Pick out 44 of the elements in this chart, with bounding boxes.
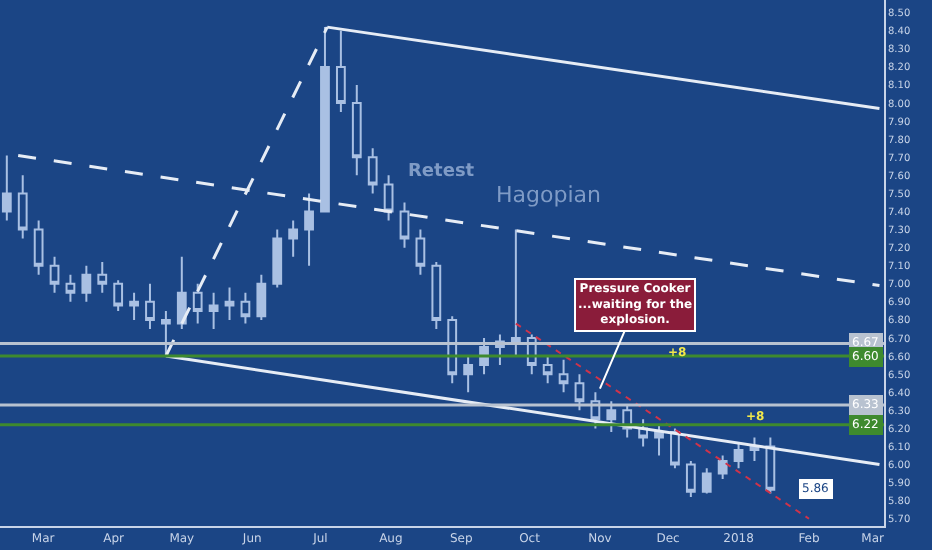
candlestick <box>701 467 712 495</box>
candlestick <box>240 291 251 325</box>
candlestick <box>176 255 187 330</box>
candlestick <box>606 400 617 433</box>
candlestick <box>351 83 362 177</box>
candlestick <box>208 291 219 330</box>
candlestick <box>17 174 28 240</box>
candlestick <box>161 309 171 358</box>
candlestick <box>654 423 664 457</box>
annotation: Retest <box>408 162 476 182</box>
candlestick <box>574 373 585 412</box>
candlestick <box>733 441 744 470</box>
candlestick <box>33 219 44 276</box>
candlestick <box>399 201 410 249</box>
candlestick <box>256 273 267 321</box>
candlestick <box>685 459 696 499</box>
candlestick <box>367 147 378 195</box>
candlestick <box>97 261 108 294</box>
candlestick <box>192 282 203 325</box>
candlestick <box>383 174 394 222</box>
candlestick <box>129 291 139 321</box>
candlestick <box>431 261 442 330</box>
candlestick <box>113 279 124 312</box>
candlestick <box>765 436 776 495</box>
candlestick <box>447 315 458 385</box>
candlestick <box>335 29 346 114</box>
candlestick <box>65 273 76 303</box>
candlestick <box>542 355 553 385</box>
candlestick <box>1 154 12 222</box>
candlestick <box>717 454 728 480</box>
annotation: Hagopian <box>496 182 602 208</box>
candlestick <box>320 26 330 213</box>
candlestick <box>272 228 283 289</box>
candlestick <box>510 228 521 358</box>
candlestick <box>224 286 235 321</box>
candlestick <box>415 228 426 276</box>
candlestick <box>463 355 474 394</box>
candlestick <box>81 264 92 303</box>
candlestick <box>304 192 314 267</box>
candlestick <box>558 358 569 394</box>
candlestick <box>145 282 155 330</box>
candlestick <box>670 427 680 470</box>
candlestick <box>49 255 60 294</box>
candlestick <box>288 219 299 258</box>
